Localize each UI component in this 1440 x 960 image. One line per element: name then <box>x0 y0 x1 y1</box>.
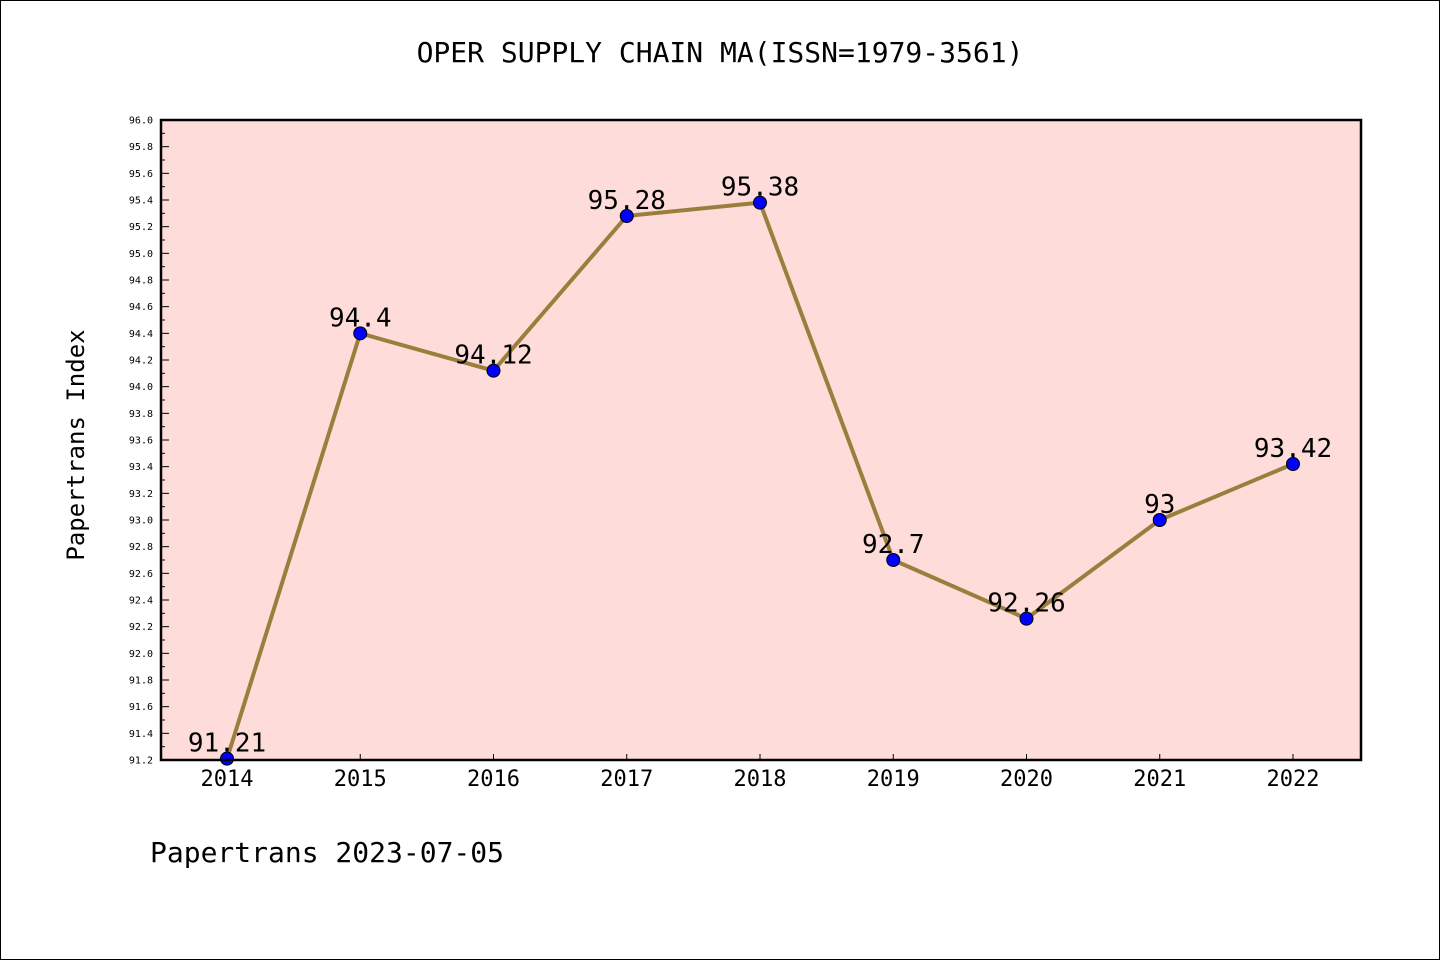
data-label: 91.21 <box>188 729 266 759</box>
data-label: 93 <box>1144 490 1175 520</box>
data-label: 95.28 <box>588 186 666 216</box>
y-tick-label: 94.6 <box>129 302 153 313</box>
y-tick-label: 95.8 <box>129 142 153 153</box>
y-tick-label: 95.6 <box>129 169 153 180</box>
y-tick-label: 95.2 <box>129 222 153 233</box>
data-point <box>619 209 634 223</box>
data-point <box>886 553 901 567</box>
y-tick-label: 94.4 <box>129 329 153 340</box>
y-tick-label: 92.6 <box>129 569 153 580</box>
data-label: 95.38 <box>721 173 799 203</box>
y-tick-label: 91.8 <box>129 676 153 687</box>
y-tick-label: 93.8 <box>129 409 153 420</box>
y-tick-label: 94.0 <box>129 382 153 393</box>
data-point <box>486 363 501 378</box>
y-tick-label: 93.6 <box>129 436 153 447</box>
y-tick-label: 92.0 <box>129 649 153 660</box>
data-point <box>220 751 234 766</box>
data-label: 93.42 <box>1254 434 1332 464</box>
data-point <box>753 195 767 210</box>
footer-text: Papertrans 2023-07-05 <box>150 836 505 869</box>
data-point <box>1152 513 1167 527</box>
y-tick-label: 94.2 <box>129 356 153 367</box>
data-point <box>1286 457 1300 471</box>
x-tick-label: 2017 <box>600 767 653 792</box>
data-label: 92.26 <box>987 589 1065 619</box>
data-point <box>1019 611 1034 626</box>
y-tick-label: 92.2 <box>129 622 153 633</box>
data-label: 94.12 <box>454 341 532 371</box>
y-tick-label: 93.4 <box>129 462 153 473</box>
y-tick-label: 91.2 <box>129 756 153 767</box>
x-tick-label: 2018 <box>734 767 787 792</box>
x-tick-label: 2014 <box>201 767 254 792</box>
y-tick-label: 96.0 <box>129 116 153 127</box>
chart-title: OPER SUPPLY CHAIN MA(ISSN=1979-3561) <box>416 36 1024 69</box>
x-tick-label: 2015 <box>334 767 387 792</box>
y-tick-label: 95.4 <box>129 196 153 207</box>
data-label: 94.4 <box>329 303 392 333</box>
data-label: 92.7 <box>862 530 925 560</box>
x-tick-label: 2022 <box>1267 767 1320 792</box>
data-point <box>353 326 368 341</box>
y-tick-label: 93.2 <box>129 489 153 500</box>
y-tick-label: 94.8 <box>129 276 153 287</box>
plot-area <box>161 120 1361 760</box>
x-tick-label: 2020 <box>1000 767 1053 792</box>
x-tick-label: 2019 <box>867 767 920 792</box>
y-tick-label: 95.0 <box>129 249 153 260</box>
y-tick-label: 91.6 <box>129 702 153 713</box>
y-tick-label: 93.0 <box>129 516 153 527</box>
y-tick-label: 92.4 <box>129 596 153 607</box>
x-tick-label: 2021 <box>1133 767 1186 792</box>
plot-border <box>159 118 1363 762</box>
y-tick-label: 91.4 <box>129 729 153 740</box>
y-tick-label: 92.8 <box>129 542 153 553</box>
x-tick-label: 2016 <box>467 767 520 792</box>
